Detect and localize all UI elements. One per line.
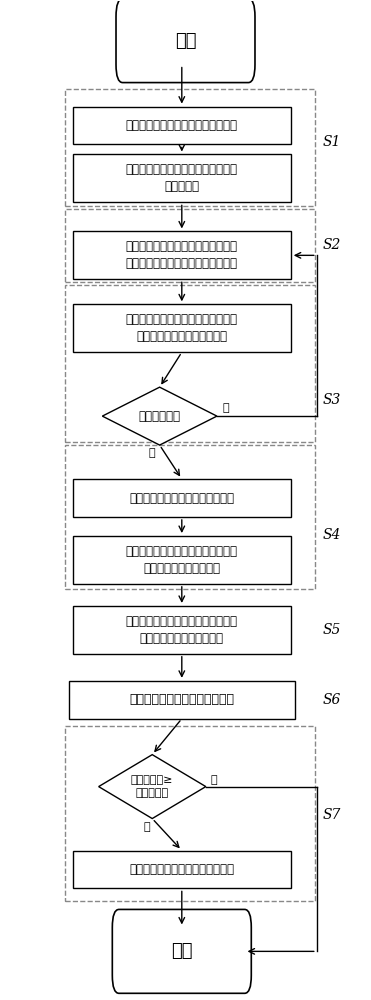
Text: 开始: 开始 (175, 32, 196, 50)
Bar (65, 89, 315, 206)
Text: S5: S5 (322, 623, 341, 637)
Polygon shape (99, 755, 206, 819)
Bar (73, 304, 291, 352)
Text: 实际控制量≥
调控需求？: 实际控制量≥ 调控需求？ (131, 775, 174, 798)
Text: 调节各台虚拟同步机的功率输出: 调节各台虚拟同步机的功率输出 (129, 693, 234, 706)
Bar (73, 479, 291, 517)
Bar (65, 726, 315, 901)
Bar (73, 851, 291, 888)
Text: 切机切负荷控制子站实施追加控制: 切机切负荷控制子站实施追加控制 (129, 863, 234, 876)
Bar (65, 209, 315, 282)
Text: 将调控灵敏度矩阵配置在新能源汇集
站控制子站: 将调控灵敏度矩阵配置在新能源汇集 站控制子站 (126, 163, 238, 193)
Bar (73, 154, 291, 202)
Text: 离线仿真虚拟同步发电机调控灵敏度: 离线仿真虚拟同步发电机调控灵敏度 (126, 119, 238, 132)
Text: 是: 是 (211, 775, 217, 785)
Text: 新能源汇集站控制子站计算并下发各
台虚拟同步发电机调控需求: 新能源汇集站控制子站计算并下发各 台虚拟同步发电机调控需求 (126, 615, 238, 645)
Bar (73, 536, 291, 584)
Polygon shape (102, 387, 217, 445)
Text: 检测到故障？: 检测到故障？ (139, 410, 181, 423)
Text: 否: 否 (223, 403, 229, 413)
Text: S6: S6 (322, 693, 341, 707)
Text: S4: S4 (322, 528, 341, 542)
Bar (65, 285, 315, 442)
Text: S2: S2 (322, 238, 341, 252)
Text: 否: 否 (143, 822, 150, 832)
Text: 查找离线策略表，确定紧急控制量: 查找离线策略表，确定紧急控制量 (129, 492, 234, 505)
Text: S1: S1 (322, 135, 341, 149)
Text: S3: S3 (322, 393, 341, 407)
Text: 结束: 结束 (171, 942, 193, 960)
Text: 新能源汇集站控制子站上送虚拟同步
发电机可调控容量总量至主站: 新能源汇集站控制子站上送虚拟同步 发电机可调控容量总量至主站 (126, 313, 238, 343)
Text: 虚拟同步发电机执行站实时上传机组
可提升容量至新能源汇集站控制子站: 虚拟同步发电机执行站实时上传机组 可提升容量至新能源汇集站控制子站 (126, 240, 238, 270)
Bar (73, 606, 291, 654)
FancyBboxPatch shape (112, 909, 251, 993)
Text: 根据虚拟同步发电机可调容量，确定
紧急调控量和紧急控制量: 根据虚拟同步发电机可调容量，确定 紧急调控量和紧急控制量 (126, 545, 238, 575)
Text: S7: S7 (322, 808, 341, 822)
Bar (73, 107, 291, 144)
Bar (73, 231, 291, 279)
FancyBboxPatch shape (116, 0, 255, 83)
Bar (69, 681, 295, 719)
Bar (65, 445, 315, 589)
Text: 是: 是 (148, 448, 155, 458)
